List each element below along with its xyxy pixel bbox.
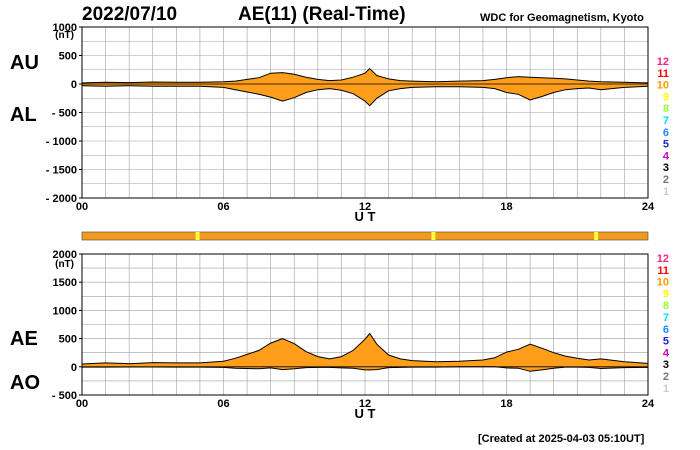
station-count-label: 11 [657, 68, 669, 80]
y-tick-label: 0 [71, 362, 77, 374]
y-tick-label: 1500 [53, 277, 77, 289]
y-tick-label: - 2000 [46, 193, 77, 205]
station-count-label: 6 [663, 127, 669, 139]
station-count-label: 2 [663, 174, 669, 186]
x-tick-label: 18 [500, 201, 512, 213]
plot-frame [81, 253, 649, 396]
station-count-label: 11 [657, 265, 669, 277]
area-fill-1 [82, 333, 648, 372]
y-tick-label: 1000 [53, 305, 77, 317]
station-count-label: 10 [657, 277, 669, 289]
y-tick-label: 0 [71, 79, 77, 91]
x-axis-label: U T [355, 209, 376, 224]
x-tick-label: 00 [76, 201, 88, 213]
series-line-ao [82, 366, 649, 372]
y-tick-label: 500 [59, 334, 77, 346]
al-panel-label: AL [10, 104, 37, 126]
x-tick-label: 24 [642, 398, 655, 410]
station-count-label: 9 [663, 288, 669, 300]
station-count-label: 8 [663, 300, 669, 312]
station-count-label: 6 [663, 324, 669, 336]
station-count-label: 9 [663, 91, 669, 103]
x-tick-label: 12 [359, 398, 371, 410]
x-axis-label: U T [355, 406, 376, 421]
station-count-label: 4 [663, 347, 670, 359]
x-tick-label: 12 [359, 201, 371, 213]
area-fill-0 [82, 68, 648, 106]
series-line-ae [81, 332, 649, 365]
station-count-label: 3 [663, 162, 669, 174]
series-line-au [81, 67, 649, 84]
y-tick-label: - 1500 [46, 165, 77, 177]
station-count-label: 1 [663, 186, 669, 198]
x-tick-label: 18 [500, 398, 512, 410]
chart-date: 2022/07/10 [82, 4, 178, 25]
station-count-label: 2 [663, 371, 669, 383]
unit-label: (nT) [55, 259, 74, 270]
station-count-label: 3 [663, 359, 669, 371]
created-timestamp: [Created at 2025-04-03 05:10UT] [478, 433, 645, 445]
station-count-label: 7 [663, 312, 669, 324]
coverage-gap-marker [431, 232, 436, 240]
organization-label: WDC for Geomagnetism, Kyoto [480, 12, 644, 24]
y-tick-label: 2000 [53, 249, 77, 261]
unit-label: (nT) [55, 30, 74, 41]
coverage-gap-marker [594, 232, 599, 240]
y-tick-label: 500 [59, 51, 77, 63]
station-count-label: 12 [657, 56, 669, 68]
station-count-label: 7 [663, 115, 669, 127]
x-tick-label: 06 [217, 398, 229, 410]
station-count-label: 8 [663, 103, 669, 115]
y-tick-label: - 500 [52, 390, 77, 402]
coverage-gap-marker [195, 232, 200, 240]
y-tick-label: - 1000 [46, 136, 77, 148]
station-count-label: 4 [663, 150, 670, 162]
chart-title: AE(11) (Real-Time) [238, 4, 406, 25]
station-count-label: 10 [657, 80, 669, 92]
station-count-label: 12 [657, 253, 669, 265]
series-line-al [81, 85, 649, 107]
x-tick-label: 06 [217, 201, 229, 213]
station-count-label: 5 [663, 139, 669, 151]
x-tick-label: 24 [642, 201, 655, 213]
y-tick-label: 1000 [53, 22, 77, 34]
station-coverage-bar [81, 231, 649, 241]
au-panel-label: AU [10, 52, 39, 74]
y-tick-label: - 500 [52, 108, 77, 120]
ae-panel-label: AE [10, 328, 38, 350]
ao-panel-label: AO [10, 372, 40, 394]
station-count-label: 1 [663, 383, 669, 395]
x-tick-label: 00 [76, 398, 88, 410]
station-count-label: 5 [663, 336, 669, 348]
